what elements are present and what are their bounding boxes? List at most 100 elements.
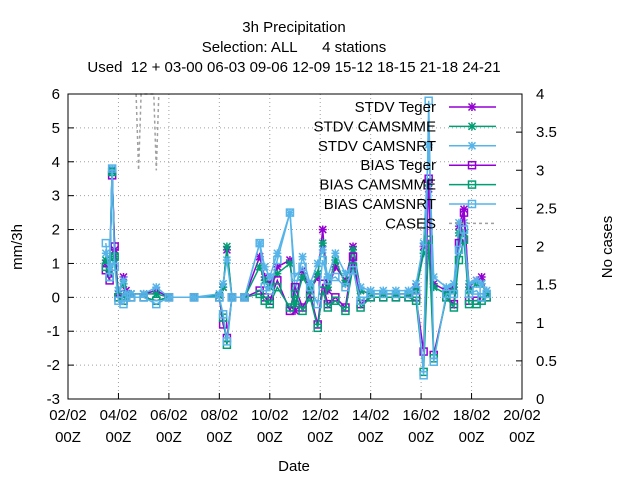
y2-tick-label: 4 (536, 86, 544, 103)
data-point (255, 238, 264, 248)
data-point (298, 252, 307, 261)
data-point (482, 289, 491, 299)
y2-tick-label: 3 (536, 162, 544, 179)
legend-marker (467, 180, 477, 189)
legend-entry: STDV CAMSNRT (318, 138, 496, 155)
x-axis-label: Date (278, 458, 310, 475)
x-tick-label: 02/02 (49, 407, 87, 424)
data-point (265, 286, 275, 295)
data-point (290, 289, 300, 299)
data-point (459, 225, 469, 234)
y2-tick-label: 0 (536, 391, 544, 408)
y-tick-label: 5 (52, 120, 60, 137)
data-point (298, 306, 307, 316)
x-tick-label: 00Z (55, 429, 81, 446)
ticks: -3 -2 -1 0 1 2 3 4 5 6 0 0.5 1 1.5 2 2.5 3 3.5 4 02/02 00Z 04… (47, 86, 557, 446)
y-tick-label: 6 (52, 86, 60, 103)
y2-tick-label: 0.5 (536, 353, 557, 370)
x-tick-label: 00Z (408, 429, 434, 446)
x-tick-label: 00Z (509, 429, 535, 446)
data-point (424, 174, 433, 183)
legend-marker (467, 122, 477, 131)
data-point (227, 293, 237, 302)
data-point (152, 299, 161, 309)
y-tick-label: -1 (47, 323, 60, 340)
data-point (121, 293, 131, 302)
data-point (152, 283, 161, 292)
data-point (341, 282, 350, 292)
y2-tick-label: 2.5 (536, 200, 557, 217)
data-point (285, 303, 295, 312)
data-point (107, 164, 117, 173)
data-point (318, 239, 327, 248)
data-point (454, 245, 464, 255)
data-point (164, 293, 174, 302)
y2-tick-label: 1.5 (536, 277, 557, 294)
data-point (222, 337, 232, 346)
data-point (313, 299, 322, 309)
grid (67, 93, 523, 400)
data-point (101, 238, 111, 248)
data-point (331, 249, 340, 258)
y2-tick-label: 1 (536, 315, 544, 332)
x-tick-label: 00Z (358, 429, 384, 446)
data-point (218, 310, 228, 319)
data-point (222, 256, 231, 265)
chart-subtitle: Selection: ALL 4 stations (202, 39, 387, 56)
data-point (139, 293, 148, 302)
x-tick-label: 00Z (106, 429, 132, 446)
y-axis-label: mm/3h (9, 224, 26, 270)
chart-used-line: Used 12 + 03-00 06-03 09-06 12-09 15-12 … (87, 59, 500, 76)
data-point (356, 296, 365, 305)
data-point (331, 296, 340, 305)
data-point (341, 269, 350, 278)
data-point (298, 262, 307, 272)
data-point (290, 272, 300, 282)
data-point (222, 242, 231, 251)
legend-label: BIAS CAMSMME (319, 177, 436, 194)
data-point (152, 289, 161, 298)
y-tick-label: 4 (52, 154, 60, 171)
legend-entry: STDV CAMSMME (313, 118, 496, 135)
data-point (391, 289, 401, 299)
data-point (348, 245, 358, 254)
legend-label: STDV CAMSMME (313, 118, 436, 135)
y2-tick-label: 2 (536, 239, 544, 256)
data-point (318, 255, 327, 265)
y-tick-label: 3 (52, 188, 60, 205)
x-tick-label: 00Z (156, 429, 182, 446)
data-point (454, 255, 464, 265)
data-point (424, 235, 433, 244)
x-tick-label: 06/02 (150, 407, 188, 424)
data-point (110, 262, 119, 272)
data-point (424, 96, 433, 106)
data-point (379, 289, 388, 299)
data-point (318, 225, 327, 234)
y-tick-label: 1 (52, 255, 60, 272)
legend-marker (467, 199, 477, 209)
legend-label: CASES (385, 215, 436, 232)
data-point (411, 286, 421, 295)
data-point (366, 289, 375, 299)
data-point (331, 272, 340, 282)
legend-marker (467, 102, 477, 112)
data-point (323, 303, 333, 312)
data-point (126, 293, 136, 302)
legend-marker (467, 160, 477, 170)
data-point (348, 265, 358, 275)
x-tick-label: 04/02 (100, 407, 138, 424)
x-tick-label: 14/02 (352, 407, 390, 424)
legend-entry: BIAS CAMSNRT (324, 196, 496, 213)
x-tick-label: 00Z (257, 429, 283, 446)
legend-label: BIAS CAMSNRT (324, 196, 436, 213)
data-point (341, 306, 350, 316)
legend-label: STDV Teger (355, 99, 436, 116)
legend-entry: CASES (385, 215, 496, 232)
data-point (255, 289, 264, 299)
data-point (419, 371, 428, 380)
x-tick-label: 18/02 (453, 407, 491, 424)
data-point (215, 293, 224, 302)
plot-frame (67, 93, 523, 400)
